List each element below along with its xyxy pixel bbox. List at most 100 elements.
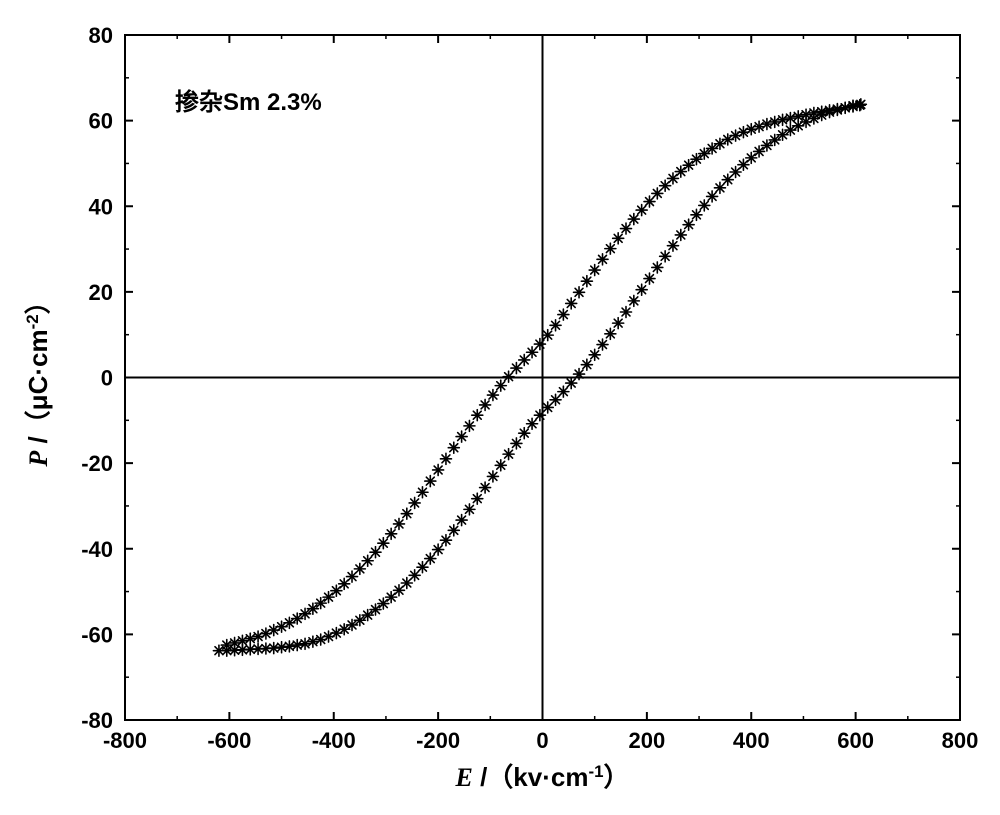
data-point — [605, 243, 616, 254]
data-point — [315, 634, 326, 645]
y-tick-label: -20 — [81, 451, 113, 476]
x-tick-label: -400 — [312, 728, 356, 753]
y-tick-label: 40 — [89, 194, 113, 219]
data-point — [229, 637, 240, 648]
x-tick-label: -200 — [416, 728, 460, 753]
data-point — [793, 111, 804, 122]
data-point — [840, 102, 851, 113]
data-point — [769, 134, 780, 145]
data-point — [824, 105, 835, 116]
data-point — [237, 635, 248, 646]
data-point — [581, 359, 592, 370]
data-point — [495, 460, 506, 471]
data-point — [527, 418, 538, 429]
data-point — [323, 592, 334, 603]
chart-container: -800-600-400-2000200400600800-80-60-40-2… — [0, 0, 1000, 815]
data-point — [472, 493, 483, 504]
pe-hysteresis-chart: -800-600-400-2000200400600800-80-60-40-2… — [0, 0, 1000, 815]
data-point — [574, 287, 585, 298]
data-point — [503, 449, 514, 460]
data-point — [581, 276, 592, 287]
data-point — [433, 544, 444, 555]
data-point — [636, 284, 647, 295]
data-point — [448, 525, 459, 536]
x-tick-label: 800 — [942, 728, 979, 753]
data-point — [401, 508, 412, 519]
data-point — [370, 547, 381, 558]
data-point — [597, 254, 608, 265]
y-tick-label: 20 — [89, 280, 113, 305]
data-point — [621, 223, 632, 234]
x-tick-label: 0 — [536, 728, 548, 753]
data-point — [433, 464, 444, 475]
data-point — [362, 610, 373, 621]
x-tick-label: 200 — [629, 728, 666, 753]
data-point — [511, 438, 522, 449]
data-point — [245, 633, 256, 644]
data-point — [699, 148, 710, 159]
data-point — [300, 608, 311, 619]
data-point — [378, 538, 389, 549]
data-point — [660, 251, 671, 262]
y-tick-label: 60 — [89, 109, 113, 134]
data-point — [754, 121, 765, 132]
data-point — [409, 497, 420, 508]
data-point — [386, 528, 397, 539]
x-tick-label: 600 — [837, 728, 874, 753]
data-point — [761, 119, 772, 130]
data-point — [761, 140, 772, 151]
data-point — [558, 309, 569, 320]
data-point — [307, 636, 318, 647]
data-point — [691, 154, 702, 165]
data-point — [785, 113, 796, 124]
data-point — [808, 107, 819, 118]
data-point — [456, 515, 467, 526]
x-tick-label: -600 — [207, 728, 251, 753]
data-point — [448, 442, 459, 453]
x-tick-label: 400 — [733, 728, 770, 753]
y-tick-label: 0 — [101, 366, 113, 391]
data-point — [777, 114, 788, 125]
data-point — [613, 318, 624, 329]
data-point — [769, 116, 780, 127]
data-point — [464, 420, 475, 431]
data-point — [213, 645, 224, 656]
data-point — [487, 471, 498, 482]
data-point — [675, 229, 686, 240]
data-point — [480, 482, 491, 493]
data-point — [472, 410, 483, 421]
data-point — [628, 214, 639, 225]
data-point — [589, 265, 600, 276]
data-point — [292, 640, 303, 651]
data-point — [683, 219, 694, 230]
data-point — [683, 160, 694, 171]
data-point — [315, 598, 326, 609]
data-point — [574, 369, 585, 380]
y-tick-label: -80 — [81, 708, 113, 733]
x-axis-label: E /（kv·cm-1） — [455, 762, 630, 793]
data-point — [550, 320, 561, 331]
y-tick-label: -40 — [81, 537, 113, 562]
data-point — [534, 339, 545, 350]
data-point — [589, 349, 600, 360]
data-point — [393, 518, 404, 529]
data-point — [613, 233, 624, 244]
data-point — [480, 399, 491, 410]
data-point — [597, 339, 608, 350]
data-point — [691, 209, 702, 220]
data-point — [440, 453, 451, 464]
data-point — [307, 603, 318, 614]
data-point — [754, 146, 765, 157]
data-point — [440, 535, 451, 546]
data-point — [456, 431, 467, 442]
data-point — [667, 240, 678, 251]
data-point — [801, 109, 812, 120]
data-point — [464, 504, 475, 515]
data-point — [675, 166, 686, 177]
data-point — [417, 487, 428, 498]
data-point — [542, 330, 553, 341]
data-point — [370, 604, 381, 615]
data-point — [707, 191, 718, 202]
y-axis-label: P /（μC·cm-2） — [23, 288, 54, 467]
data-point — [854, 100, 865, 111]
